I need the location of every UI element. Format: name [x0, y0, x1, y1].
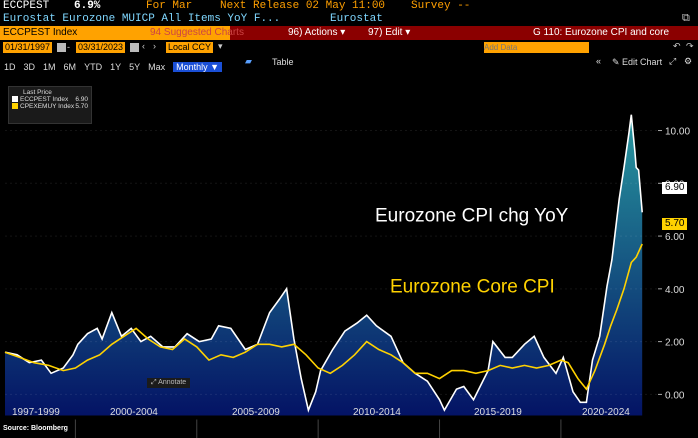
- for-period: For Mar: [146, 0, 193, 12]
- prev-icon[interactable]: ‹: [142, 41, 145, 51]
- calendar-icon[interactable]: [130, 43, 139, 52]
- x-tick-label: 2020-2024: [582, 407, 630, 418]
- edit-chart-button[interactable]: ✎ Edit Chart: [612, 57, 663, 67]
- last-value-tag-core: 5.70: [662, 218, 688, 230]
- next-release: Next Release 02 May 11:00: [220, 0, 386, 12]
- period-ytd[interactable]: YTD: [84, 62, 103, 72]
- graph-title: G 110: Eurozone CPI and core: [533, 27, 670, 38]
- x-axis: 1997-1999 2000-2004 2005-2009 2010-2014 …: [0, 401, 660, 425]
- period-6m[interactable]: 6M: [63, 62, 77, 72]
- collapse-icon[interactable]: «: [596, 56, 602, 66]
- x-tick-label: 2015-2019: [474, 407, 522, 418]
- x-tick-label: 2005-2009: [232, 407, 280, 418]
- last-value-tag-headline: 6.90: [662, 182, 688, 194]
- period-1m[interactable]: 1M: [43, 62, 56, 72]
- period-buttons: 1D 3D 1M 6M YTD 1Y 5Y Max Monthly ▼: [4, 57, 230, 75]
- period-1y[interactable]: 1Y: [110, 62, 122, 72]
- suggested-charts[interactable]: 94 Suggested Charts: [150, 27, 244, 38]
- core-line: [4, 243, 643, 391]
- survey: Survey --: [411, 0, 471, 12]
- legend-title: Last Price: [23, 89, 52, 96]
- legend-item: CPEXEMUY Index 5.70: [9, 103, 91, 110]
- next-icon[interactable]: ›: [153, 41, 156, 51]
- table-button[interactable]: Table: [272, 57, 294, 67]
- period-3d[interactable]: 3D: [23, 62, 36, 72]
- export-icon[interactable]: ⧉: [682, 13, 690, 25]
- toolbar: ECCPEST Index 94 Suggested Charts 96) Ac…: [0, 26, 698, 40]
- period-row: 1D 3D 1M 6M YTD 1Y 5Y Max Monthly ▼ ▰ Table « ✎ …: [0, 56, 698, 72]
- chevron-down-icon[interactable]: ▾: [218, 41, 223, 51]
- description: Eurostat Eurozone MUICP All Items YoY F.…: [3, 13, 281, 25]
- start-date-input[interactable]: 01/31/1997: [3, 42, 53, 53]
- frequency-label: Monthly: [176, 62, 208, 72]
- edit-menu[interactable]: 97) Edit ▾: [368, 27, 411, 38]
- period-max[interactable]: Max: [148, 62, 166, 72]
- currency-select[interactable]: Local CCY: [166, 42, 214, 53]
- annotate-button[interactable]: ⤢ Annotate: [147, 378, 191, 388]
- security-field[interactable]: ECCPEST Index: [3, 27, 78, 38]
- y-tick-label: 6.00: [665, 232, 685, 243]
- annotation-core: Eurozone Core CPI: [390, 277, 555, 298]
- frequency-select[interactable]: Monthly ▼: [173, 62, 223, 72]
- chart-type-icon[interactable]: ▰: [245, 56, 252, 66]
- y-tick-label: 2.00: [665, 338, 685, 349]
- legend-swatch: [12, 96, 18, 103]
- actions-label: 96) Actions: [288, 27, 338, 38]
- range-row: 01/31/1997 - 03/31/2023 ‹ › Local CCY ▾ …: [3, 41, 694, 53]
- annotation-headline: Eurozone CPI chg YoY: [375, 206, 569, 227]
- y-tick-label: 0.00: [665, 390, 685, 401]
- x-tick-label: 2010-2014: [353, 407, 401, 418]
- last-value: 6.9%: [74, 0, 101, 12]
- add-data-input[interactable]: Add Data: [484, 42, 589, 53]
- edit-chart-label: Edit Chart: [622, 57, 663, 67]
- legend-value: 6.90: [75, 96, 88, 103]
- legend-item: ECCPEST Index 6.90: [9, 96, 91, 103]
- expand-icon[interactable]: ⤢: [669, 56, 677, 66]
- legend-name: ECCPEST Index: [20, 96, 69, 103]
- quote-header: ECCPEST 6.9% For Mar Next Release 02 May…: [0, 0, 698, 13]
- description-row: Eurostat Eurozone MUICP All Items YoY F.…: [0, 13, 698, 26]
- legend-value: 5.70: [75, 103, 88, 110]
- legend[interactable]: Last Price ECCPEST Index 6.90 CPEXEMUY I…: [8, 86, 92, 124]
- period-1d[interactable]: 1D: [4, 62, 16, 72]
- line-chart: Eurozone CPI chg YoY Eurozone Core CPI 0…: [4, 114, 690, 438]
- x-tick-label: 2000-2004: [110, 407, 158, 418]
- source-note: Source: Bloomberg: [3, 425, 68, 432]
- source-name: Eurostat: [330, 13, 383, 25]
- end-date-input[interactable]: 03/31/2023: [76, 42, 126, 53]
- legend-swatch: [12, 103, 18, 110]
- gear-icon[interactable]: ⚙: [684, 56, 693, 66]
- ticker: ECCPEST: [3, 0, 50, 12]
- y-tick-label: 4.00: [665, 285, 685, 296]
- period-5y[interactable]: 5Y: [129, 62, 141, 72]
- y-tick-label: 10.00: [665, 127, 690, 138]
- edit-label: 97) Edit: [368, 27, 403, 38]
- undo-icon[interactable]: ↶: [673, 41, 681, 51]
- legend-name: CPEXEMUY Index: [20, 103, 75, 110]
- headline-area: [5, 114, 643, 416]
- x-tick-label: 1997-1999: [12, 407, 60, 418]
- redo-icon[interactable]: ↷: [686, 41, 694, 51]
- calendar-icon[interactable]: [57, 43, 66, 52]
- actions-menu[interactable]: 96) Actions ▾: [288, 27, 346, 38]
- annotate-label: Annotate: [158, 379, 187, 386]
- headline-line: [4, 114, 643, 413]
